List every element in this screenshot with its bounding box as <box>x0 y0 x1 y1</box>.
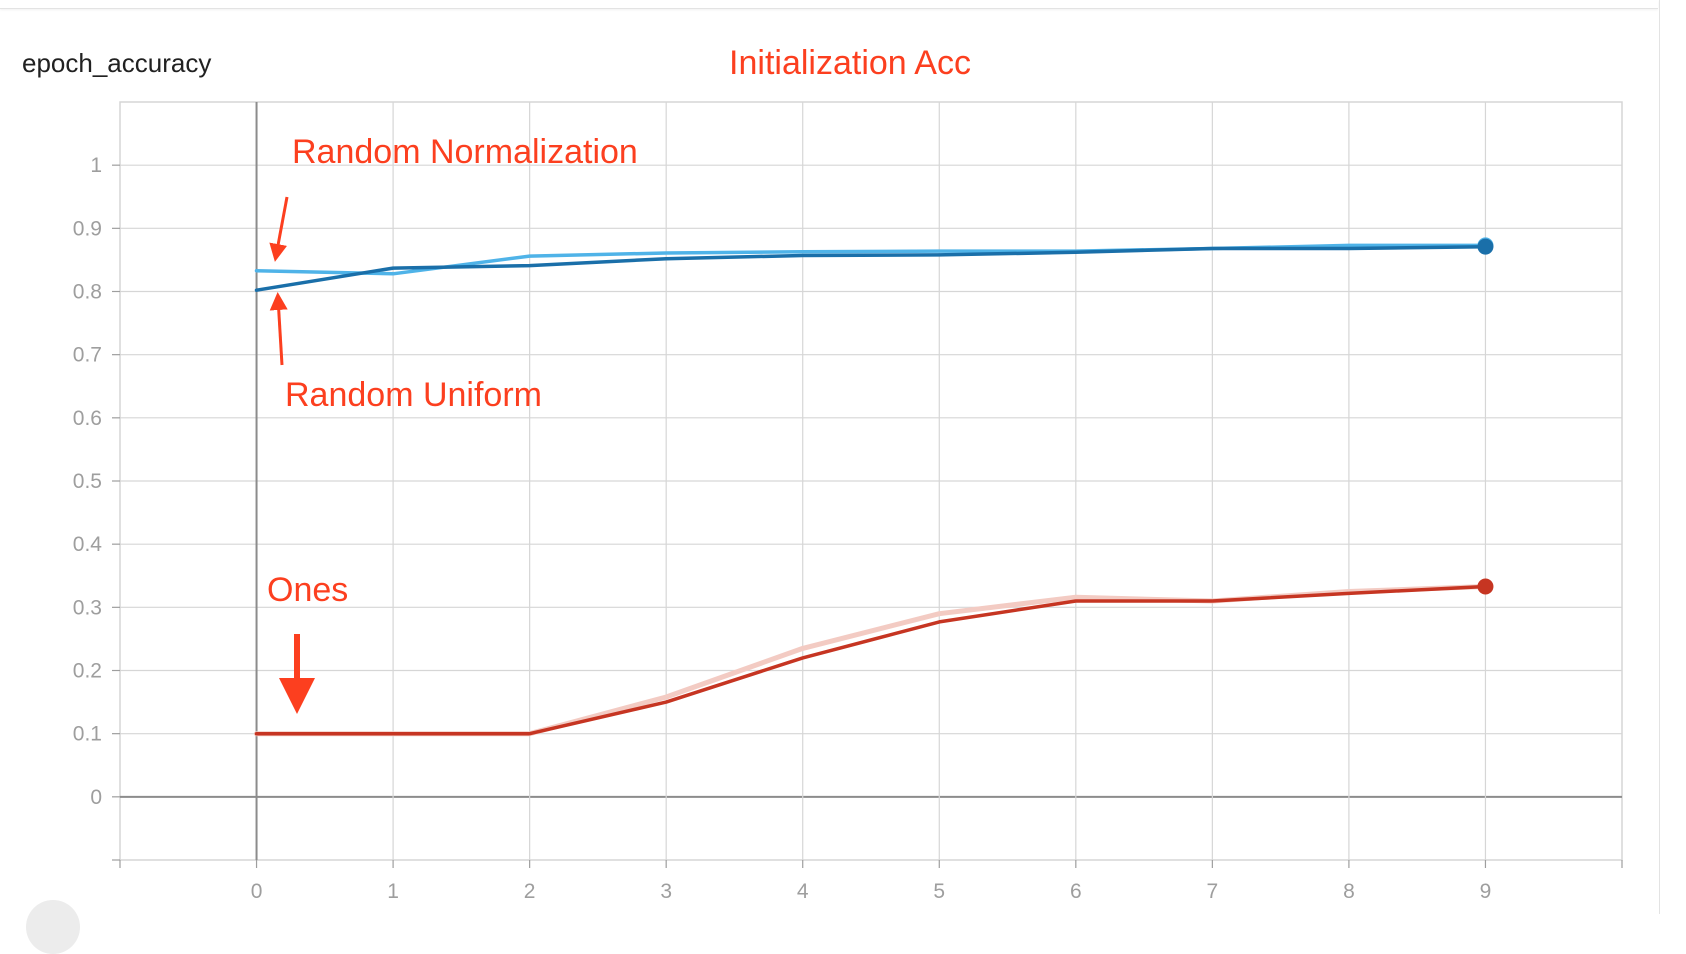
y-tick-label: 0.3 <box>73 596 102 619</box>
x-tick-label: 4 <box>797 880 809 903</box>
y-tick-label: 0.2 <box>73 660 102 683</box>
y-tick-label: 1 <box>90 154 102 177</box>
axes: 0 0.1 0.2 0.3 0.4 0.5 0.6 0.7 0.8 0.9 1 0 1 2 3 4 5 6 7 8 9 <box>73 154 1623 903</box>
y-tick-label: 0 <box>90 786 102 809</box>
line-chart: 00.10.20.30.40.50.60.70.80.910 1 2 3 4 5 6 7 8 9 … <box>73 44 1623 903</box>
annotations: Initialization Acc Random Normalization … <box>267 44 971 714</box>
annotation-random-normal: Random Normalization <box>292 133 638 171</box>
random-uniform-line <box>254 244 1488 292</box>
card-title: epoch_accuracy <box>22 48 212 78</box>
arrow-random-normal <box>269 196 289 262</box>
x-tick-label: 5 <box>933 880 945 903</box>
y-tick-label: 0.1 <box>73 723 102 746</box>
y-tick-label: 0.5 <box>73 470 102 493</box>
ones-raw-line <box>254 584 1488 737</box>
x-tick-label: 0 <box>251 880 263 903</box>
card-right-edge <box>1659 0 1660 914</box>
y-tick-label: 0.4 <box>73 533 103 556</box>
x-tick-label: 1 <box>387 880 399 903</box>
ones-end-point[interactable] <box>1477 578 1494 595</box>
x-tick-label: 7 <box>1207 880 1219 903</box>
y-tick-label: 0.7 <box>73 344 102 367</box>
card-expand-button[interactable] <box>26 900 80 954</box>
y-tick-label: 0.6 <box>73 407 102 430</box>
card-top-edge <box>0 0 1658 9</box>
chart-title-annotation: Initialization Acc <box>729 44 971 82</box>
annotation-random-uniform: Random Uniform <box>285 376 542 414</box>
y-tick-label: 0.9 <box>73 217 102 240</box>
y-tick-label: 0.8 <box>73 281 102 304</box>
x-tick-label: 3 <box>660 880 672 903</box>
series-lines <box>254 237 1494 737</box>
arrow-random-uniform <box>269 292 288 366</box>
x-tick-label: 2 <box>524 880 536 903</box>
random-uniform-end-point[interactable] <box>1477 238 1494 255</box>
annotation-ones: Ones <box>267 571 348 609</box>
x-tick-label: 9 <box>1480 880 1492 903</box>
grid <box>119 101 1623 861</box>
x-tick-label: 8 <box>1343 880 1355 903</box>
x-tick-label: 6 <box>1070 880 1082 903</box>
ones-line <box>254 584 1488 736</box>
